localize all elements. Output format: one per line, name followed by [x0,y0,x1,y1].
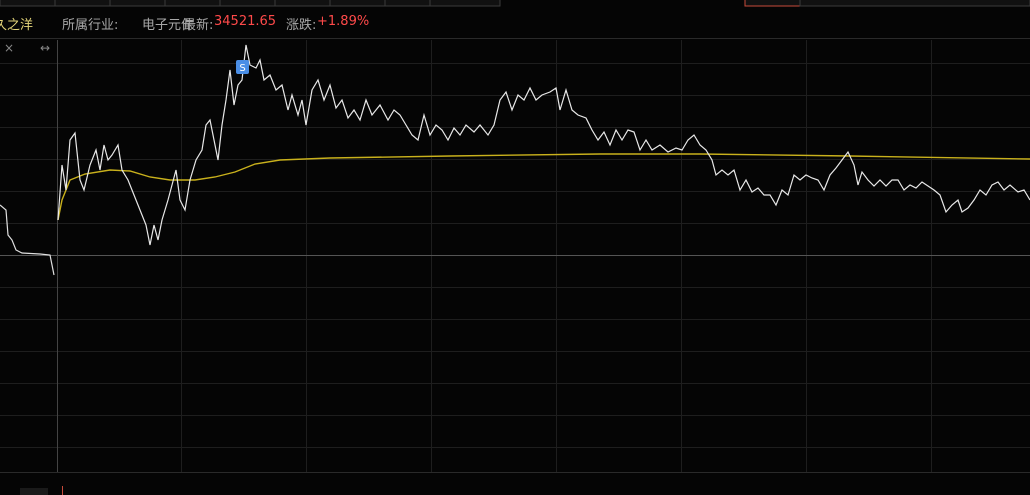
industry-label: 所属行业: [62,18,119,33]
close-button[interactable]: × [4,41,14,55]
prev-price-line [0,204,55,276]
change-label: 涨跌: [286,18,317,33]
price-line [57,44,1030,246]
stock-name: 久之洋 [0,18,34,33]
average-price-line [57,153,1030,221]
change-percent: +1.89% [317,14,370,29]
resize-button[interactable]: ↔ [40,41,50,55]
latest-label: 最新: [183,18,214,33]
industry[interactable]: 电子元件 [142,18,195,33]
bottom-strip [20,486,63,495]
signal-marker[interactable] [236,60,249,74]
grid [0,40,1030,473]
tab-strip [0,0,1030,7]
signal-label: S [239,63,245,74]
latest-price: 34521.65 [214,14,277,29]
